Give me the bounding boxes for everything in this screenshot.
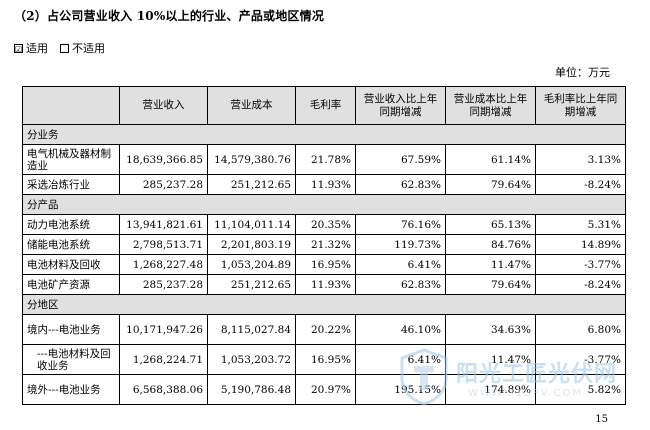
value-cell: 11.47% xyxy=(445,254,536,275)
table-header-row: 营业收入 营业成本 毛利率 营业收入比上年同期增减 营业成本比上年同期增减 毛利… xyxy=(22,86,626,125)
value-cell: -8.24% xyxy=(535,274,626,295)
value-cell: 8,115,027.84 xyxy=(207,314,296,345)
section-row: 分地区 xyxy=(22,294,626,315)
table-row: 境内---电池业务 10,171,947.26 8,115,027.84 20.22%… xyxy=(22,314,626,345)
value-cell: 46.10% xyxy=(355,314,446,345)
applicability-options: ☑ 适用 不适用 xyxy=(14,40,105,56)
applicable-label: 适用 xyxy=(26,42,48,55)
value-cell: 3.13% xyxy=(535,144,626,175)
value-cell: 2,798,513.71 xyxy=(119,234,208,255)
value-cell: -8.24% xyxy=(535,174,626,195)
unit-label: 单位：万元 xyxy=(555,66,610,79)
value-cell: 20.97% xyxy=(295,374,356,405)
table-row: 境外---电池业务 6,568,388.06 5,190,786.48 20.97% 1… xyxy=(22,374,626,405)
value-cell: 119.73% xyxy=(355,234,446,255)
table-row: 电池矿产资源 285,237.28 251,212.65 11.93% 62.83% 79… xyxy=(22,274,626,295)
row-label-cell: 电气机械及器材制造业 xyxy=(22,144,120,175)
value-cell: 10,171,947.26 xyxy=(119,314,208,345)
section-title-cell: 分业务 xyxy=(22,124,626,145)
value-cell: 67.59% xyxy=(355,144,446,175)
section-title-cell: 分产品 xyxy=(22,194,626,215)
section-title-cell: 分地区 xyxy=(22,294,626,315)
header-cell: 营业成本比上年同期增减 xyxy=(445,86,536,125)
value-cell: 6.41% xyxy=(355,344,446,375)
value-cell: 13,941,821.61 xyxy=(119,214,208,235)
revenue-breakdown-table: 营业收入 营业成本 毛利率 营业收入比上年同期增减 营业成本比上年同期增减 毛利… xyxy=(22,86,626,405)
value-cell: 11.47% xyxy=(445,344,536,375)
row-label-cell: 动力电池系统 xyxy=(22,214,120,235)
value-cell: 5,190,786.48 xyxy=(207,374,296,405)
value-cell: 34.63% xyxy=(445,314,536,345)
header-cell xyxy=(22,86,120,125)
table-row: 动力电池系统 13,941,821.61 11,104,011.14 20.35% 76… xyxy=(22,214,626,235)
table-row: 电池材料及回收 1,268,227.48 1,053,204.89 16.95% 6.4… xyxy=(22,254,626,275)
value-cell: 11.93% xyxy=(295,274,356,295)
value-cell: 62.83% xyxy=(355,274,446,295)
table-row: 采选冶炼行业 285,237.28 251,212.65 11.93% 62.83% 79… xyxy=(22,174,626,195)
value-cell: 6,568,388.06 xyxy=(119,374,208,405)
section-title: （2）占公司营业收入 10%以上的行业、产品或地区情况 xyxy=(14,9,325,23)
value-cell: 76.16% xyxy=(355,214,446,235)
row-label-cell: 境外---电池业务 xyxy=(22,374,120,405)
header-cell: 毛利率 xyxy=(295,86,356,125)
value-cell: 21.78% xyxy=(295,144,356,175)
row-label-cell: 电池材料及回收 xyxy=(22,254,120,275)
value-cell: 21.32% xyxy=(295,234,356,255)
value-cell: 79.64% xyxy=(445,174,536,195)
value-cell: 2,201,803.19 xyxy=(207,234,296,255)
section-row: 分产品 xyxy=(22,194,626,215)
header-cell: 营业成本 xyxy=(207,86,296,125)
value-cell: 65.13% xyxy=(445,214,536,235)
value-cell: 11,104,011.14 xyxy=(207,214,296,235)
not-applicable-label: 不适用 xyxy=(72,42,105,55)
header-cell: 营业收入比上年同期增减 xyxy=(355,86,446,125)
value-cell: 6.80% xyxy=(535,314,626,345)
table-row: ---电池材料及回收业务 1,268,224.71 1,053,203.72 16.9… xyxy=(22,344,626,375)
unchecked-checkbox xyxy=(60,43,69,53)
row-label-cell: 储能电池系统 xyxy=(22,234,120,255)
value-cell: 18,639,366.85 xyxy=(119,144,208,175)
value-cell: -3.77% xyxy=(535,344,626,375)
value-cell: 84.76% xyxy=(445,234,536,255)
table-row: 电气机械及器材制造业 18,639,366.85 14,579,380.76 21.7… xyxy=(22,144,626,175)
value-cell: 6.41% xyxy=(355,254,446,275)
value-cell: 11.93% xyxy=(295,174,356,195)
value-cell: 14,579,380.76 xyxy=(207,144,296,175)
value-cell: 174.89% xyxy=(445,374,536,405)
header-cell: 营业收入 xyxy=(119,86,208,125)
value-cell: 16.95% xyxy=(295,254,356,275)
header-cell: 毛利率比上年同期增减 xyxy=(535,86,626,125)
value-cell: 5.82% xyxy=(535,374,626,405)
row-label-cell: 电池矿产资源 xyxy=(22,274,120,295)
value-cell: 1,268,227.48 xyxy=(119,254,208,275)
value-cell: 20.35% xyxy=(295,214,356,235)
value-cell: 285,237.28 xyxy=(119,174,208,195)
value-cell: 79.64% xyxy=(445,274,536,295)
checked-checkbox: ☑ xyxy=(14,43,23,54)
value-cell: 61.14% xyxy=(445,144,536,175)
value-cell: 1,268,224.71 xyxy=(119,344,208,375)
value-cell: 1,053,204.89 xyxy=(207,254,296,275)
value-cell: 195.15% xyxy=(355,374,446,405)
value-cell: -3.77% xyxy=(535,254,626,275)
row-label-cell: 境内---电池业务 xyxy=(22,314,120,345)
row-label-cell: ---电池材料及回收业务 xyxy=(22,344,120,375)
row-label-cell: 采选冶炼行业 xyxy=(22,174,120,195)
page-number: 15 xyxy=(595,414,608,425)
value-cell: 251,212.65 xyxy=(207,174,296,195)
value-cell: 62.83% xyxy=(355,174,446,195)
value-cell: 251,212.65 xyxy=(207,274,296,295)
value-cell: 14.89% xyxy=(535,234,626,255)
section-row: 分业务 xyxy=(22,124,626,145)
value-cell: 5.31% xyxy=(535,214,626,235)
value-cell: 20.22% xyxy=(295,314,356,345)
value-cell: 16.95% xyxy=(295,344,356,375)
table-row: 储能电池系统 2,798,513.71 2,201,803.19 21.32% 119.… xyxy=(22,234,626,255)
value-cell: 285,237.28 xyxy=(119,274,208,295)
value-cell: 1,053,203.72 xyxy=(207,344,296,375)
